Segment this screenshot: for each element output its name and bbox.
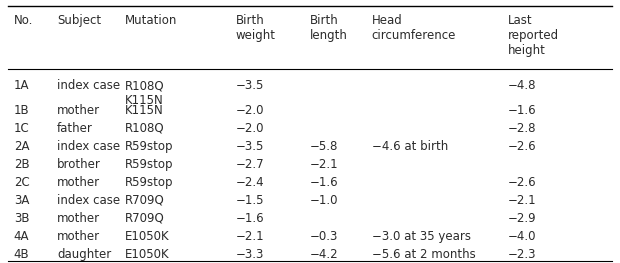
Text: Birth
weight: Birth weight: [236, 14, 276, 42]
Text: −3.5: −3.5: [236, 140, 264, 153]
Text: −1.0: −1.0: [310, 194, 339, 207]
Text: −2.0: −2.0: [236, 104, 265, 117]
Text: −4.8: −4.8: [508, 79, 536, 92]
Text: −2.4: −2.4: [236, 176, 265, 189]
Text: brother: brother: [57, 158, 101, 171]
Text: −2.1: −2.1: [236, 230, 265, 243]
Text: Head
circumference: Head circumference: [372, 14, 456, 42]
Text: 1A: 1A: [14, 79, 29, 92]
Text: −2.7: −2.7: [236, 158, 265, 171]
Text: −1.6: −1.6: [310, 176, 339, 189]
Text: E1050K: E1050K: [125, 248, 169, 261]
Text: R59stop: R59stop: [125, 158, 174, 171]
Text: Birth
length: Birth length: [310, 14, 348, 42]
Text: R709Q: R709Q: [125, 194, 164, 207]
Text: R59stop: R59stop: [125, 176, 174, 189]
Text: mother: mother: [57, 212, 100, 225]
Text: 3B: 3B: [14, 212, 29, 225]
Text: 3A: 3A: [14, 194, 29, 207]
Text: −3.0 at 35 years: −3.0 at 35 years: [372, 230, 471, 243]
Text: −2.1: −2.1: [310, 158, 339, 171]
Text: index case: index case: [57, 194, 120, 207]
Text: R709Q: R709Q: [125, 212, 164, 225]
Text: Subject: Subject: [57, 14, 101, 27]
Text: −2.8: −2.8: [508, 122, 536, 135]
Text: 4A: 4A: [14, 230, 29, 243]
Text: −2.6: −2.6: [508, 140, 536, 153]
Text: −4.6 at birth: −4.6 at birth: [372, 140, 448, 153]
Text: 1C: 1C: [14, 122, 30, 135]
Text: 2C: 2C: [14, 176, 30, 189]
Text: Last
reported
height: Last reported height: [508, 14, 559, 57]
Text: R108Q
K115N: R108Q K115N: [125, 79, 164, 107]
Text: −0.3: −0.3: [310, 230, 339, 243]
Text: −1.6: −1.6: [508, 104, 536, 117]
Text: mother: mother: [57, 176, 100, 189]
Text: mother: mother: [57, 104, 100, 117]
Text: No.: No.: [14, 14, 33, 27]
Text: father: father: [57, 122, 93, 135]
Text: R59stop: R59stop: [125, 140, 174, 153]
Text: −2.6: −2.6: [508, 176, 536, 189]
Text: index case: index case: [57, 140, 120, 153]
Text: −5.8: −5.8: [310, 140, 339, 153]
Text: −2.1: −2.1: [508, 194, 536, 207]
Text: K115N: K115N: [125, 104, 164, 117]
Text: −1.5: −1.5: [236, 194, 265, 207]
Text: R108Q: R108Q: [125, 122, 164, 135]
Text: 4B: 4B: [14, 248, 29, 261]
Text: 2A: 2A: [14, 140, 29, 153]
Text: 1B: 1B: [14, 104, 29, 117]
Text: index case: index case: [57, 79, 120, 92]
Text: Mutation: Mutation: [125, 14, 177, 27]
Text: −2.3: −2.3: [508, 248, 536, 261]
Text: −2.9: −2.9: [508, 212, 536, 225]
Text: −3.5: −3.5: [236, 79, 264, 92]
Text: −3.3: −3.3: [236, 248, 264, 261]
Text: 2B: 2B: [14, 158, 29, 171]
Text: mother: mother: [57, 230, 100, 243]
Text: −1.6: −1.6: [236, 212, 265, 225]
Text: −2.0: −2.0: [236, 122, 265, 135]
Text: daughter: daughter: [57, 248, 111, 261]
Text: E1050K: E1050K: [125, 230, 169, 243]
Text: −4.0: −4.0: [508, 230, 536, 243]
Text: −5.6 at 2 months: −5.6 at 2 months: [372, 248, 476, 261]
Text: −4.2: −4.2: [310, 248, 339, 261]
